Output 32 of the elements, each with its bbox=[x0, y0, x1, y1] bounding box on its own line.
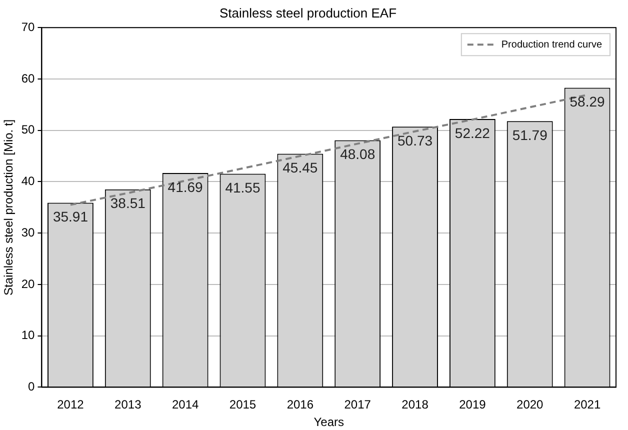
x-tick-label: 2018 bbox=[402, 398, 429, 412]
chart-title: Stainless steel production EAF bbox=[219, 5, 397, 20]
y-tick-label: 20 bbox=[21, 276, 36, 291]
data-label: 45.45 bbox=[282, 160, 318, 176]
x-tick-label: 2017 bbox=[344, 398, 372, 412]
x-tick-label: 2019 bbox=[459, 398, 486, 412]
data-label: 48.08 bbox=[340, 146, 376, 162]
data-label: 35.91 bbox=[52, 208, 88, 225]
y-tick-label: 40 bbox=[21, 174, 36, 188]
y-tick-label: 60 bbox=[21, 71, 36, 86]
y-tick-label: 30 bbox=[21, 225, 36, 240]
data-label: 50.73 bbox=[397, 132, 433, 148]
x-tick-label: 2012 bbox=[57, 398, 84, 412]
x-tick-label: 2020 bbox=[516, 398, 544, 412]
y-axis-title: Stainless steel production [Mio. t] bbox=[2, 119, 16, 296]
legend-label: Production trend curve bbox=[501, 39, 602, 50]
y-tick-label: 50 bbox=[21, 122, 36, 137]
data-label: 58.29 bbox=[570, 94, 606, 110]
y-tick-label: 0 bbox=[28, 380, 36, 394]
x-axis-title: Years bbox=[314, 415, 344, 430]
x-tick-label: 2013 bbox=[114, 398, 142, 412]
data-label: 41.55 bbox=[225, 180, 260, 196]
y-tick-label: 10 bbox=[21, 328, 36, 342]
data-label: 51.79 bbox=[512, 127, 548, 144]
x-tick-label: 2021 bbox=[574, 398, 601, 412]
data-label: 41.69 bbox=[168, 178, 204, 195]
x-tick-label: 2014 bbox=[172, 398, 199, 412]
data-label: 38.51 bbox=[110, 195, 146, 212]
x-tick-label: 2015 bbox=[229, 398, 256, 412]
data-label: 52.22 bbox=[454, 124, 490, 141]
x-tick-label: 2016 bbox=[286, 398, 314, 412]
y-tick-label: 70 bbox=[21, 20, 36, 34]
